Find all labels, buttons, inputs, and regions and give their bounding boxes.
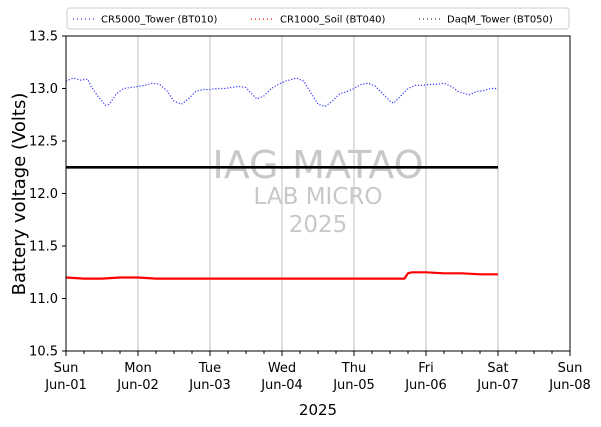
watermark-line1: IAG-MATAO xyxy=(212,143,423,187)
x-tick-label-date: Jun-06 xyxy=(404,378,447,393)
y-tick-label: 10.5 xyxy=(29,345,58,360)
legend-label-cr1000: CR1000_Soil (BT040) xyxy=(280,15,386,26)
x-tick-label-day: Thu xyxy=(341,361,366,376)
x-tick-label-day: Tue xyxy=(198,361,221,376)
x-tick-label-day: Mon xyxy=(124,361,151,376)
series-line xyxy=(65,77,498,107)
series xyxy=(65,77,498,280)
watermark-line3: 2025 xyxy=(289,212,348,238)
y-tick-label: 11.5 xyxy=(29,240,58,255)
x-tick-label-day: Wed xyxy=(268,361,296,376)
x-tick-label-date: Jun-08 xyxy=(548,378,591,393)
x-tick-label-date: Jun-04 xyxy=(260,378,303,393)
watermark-line2: LAB MICRO xyxy=(254,184,383,210)
x-tick-label-date: Jun-07 xyxy=(476,378,519,393)
x-tick-label-date: Jun-02 xyxy=(116,378,159,393)
x-tick-label-date: Jun-03 xyxy=(188,378,231,393)
series-line xyxy=(65,271,498,280)
y-axis: 10.5 11.0 11.5 12.0 12.5 13.0 13.5 xyxy=(29,30,66,360)
y-tick-label: 13.0 xyxy=(29,82,58,97)
y-axis-title: Battery voltage (Volts) xyxy=(9,93,30,296)
x-tick-label-day: Sat xyxy=(487,361,508,376)
x-tick-label-day: Sun xyxy=(558,361,583,376)
x-tick-label-day: Fri xyxy=(418,361,434,376)
x-axis-title: 2025 xyxy=(299,401,337,419)
y-tick-label: 12.0 xyxy=(29,187,58,202)
watermark: IAG-MATAO LAB MICRO 2025 xyxy=(212,143,423,238)
y-tick-label: 11.0 xyxy=(29,292,58,307)
legend: CR5000_Tower (BT010) CR1000_Soil (BT040)… xyxy=(66,7,570,30)
y-tick-label: 12.5 xyxy=(29,135,58,150)
legend-label-daqm: DaqM_Tower (BT050) xyxy=(447,15,553,26)
x-tick-label-date: Jun-01 xyxy=(44,378,87,393)
x-tick-label-day: Sun xyxy=(54,361,79,376)
x-tick-label-date: Jun-05 xyxy=(332,378,375,393)
grid xyxy=(137,36,499,351)
y-tick-label: 13.5 xyxy=(29,30,58,45)
legend-box xyxy=(66,7,570,30)
legend-label-cr5000: CR5000_Tower (BT010) xyxy=(101,15,217,26)
x-axis: Sun Jun-01 Mon Jun-02 Tue Jun-03 Wed Jun-04 Thu J… xyxy=(44,351,591,393)
